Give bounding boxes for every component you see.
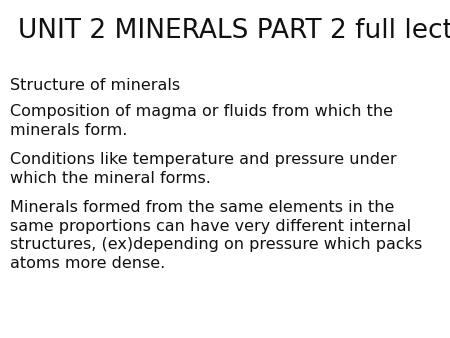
Text: Minerals formed from the same elements in the
same proportions can have very dif: Minerals formed from the same elements i… [10, 200, 422, 271]
Text: UNIT 2 MINERALS PART 2 full lecture: UNIT 2 MINERALS PART 2 full lecture [18, 18, 450, 44]
Text: Composition of magma or fluids from which the
minerals form.: Composition of magma or fluids from whic… [10, 104, 393, 138]
Text: Conditions like temperature and pressure under
which the mineral forms.: Conditions like temperature and pressure… [10, 152, 396, 186]
Text: Structure of minerals: Structure of minerals [10, 78, 180, 93]
